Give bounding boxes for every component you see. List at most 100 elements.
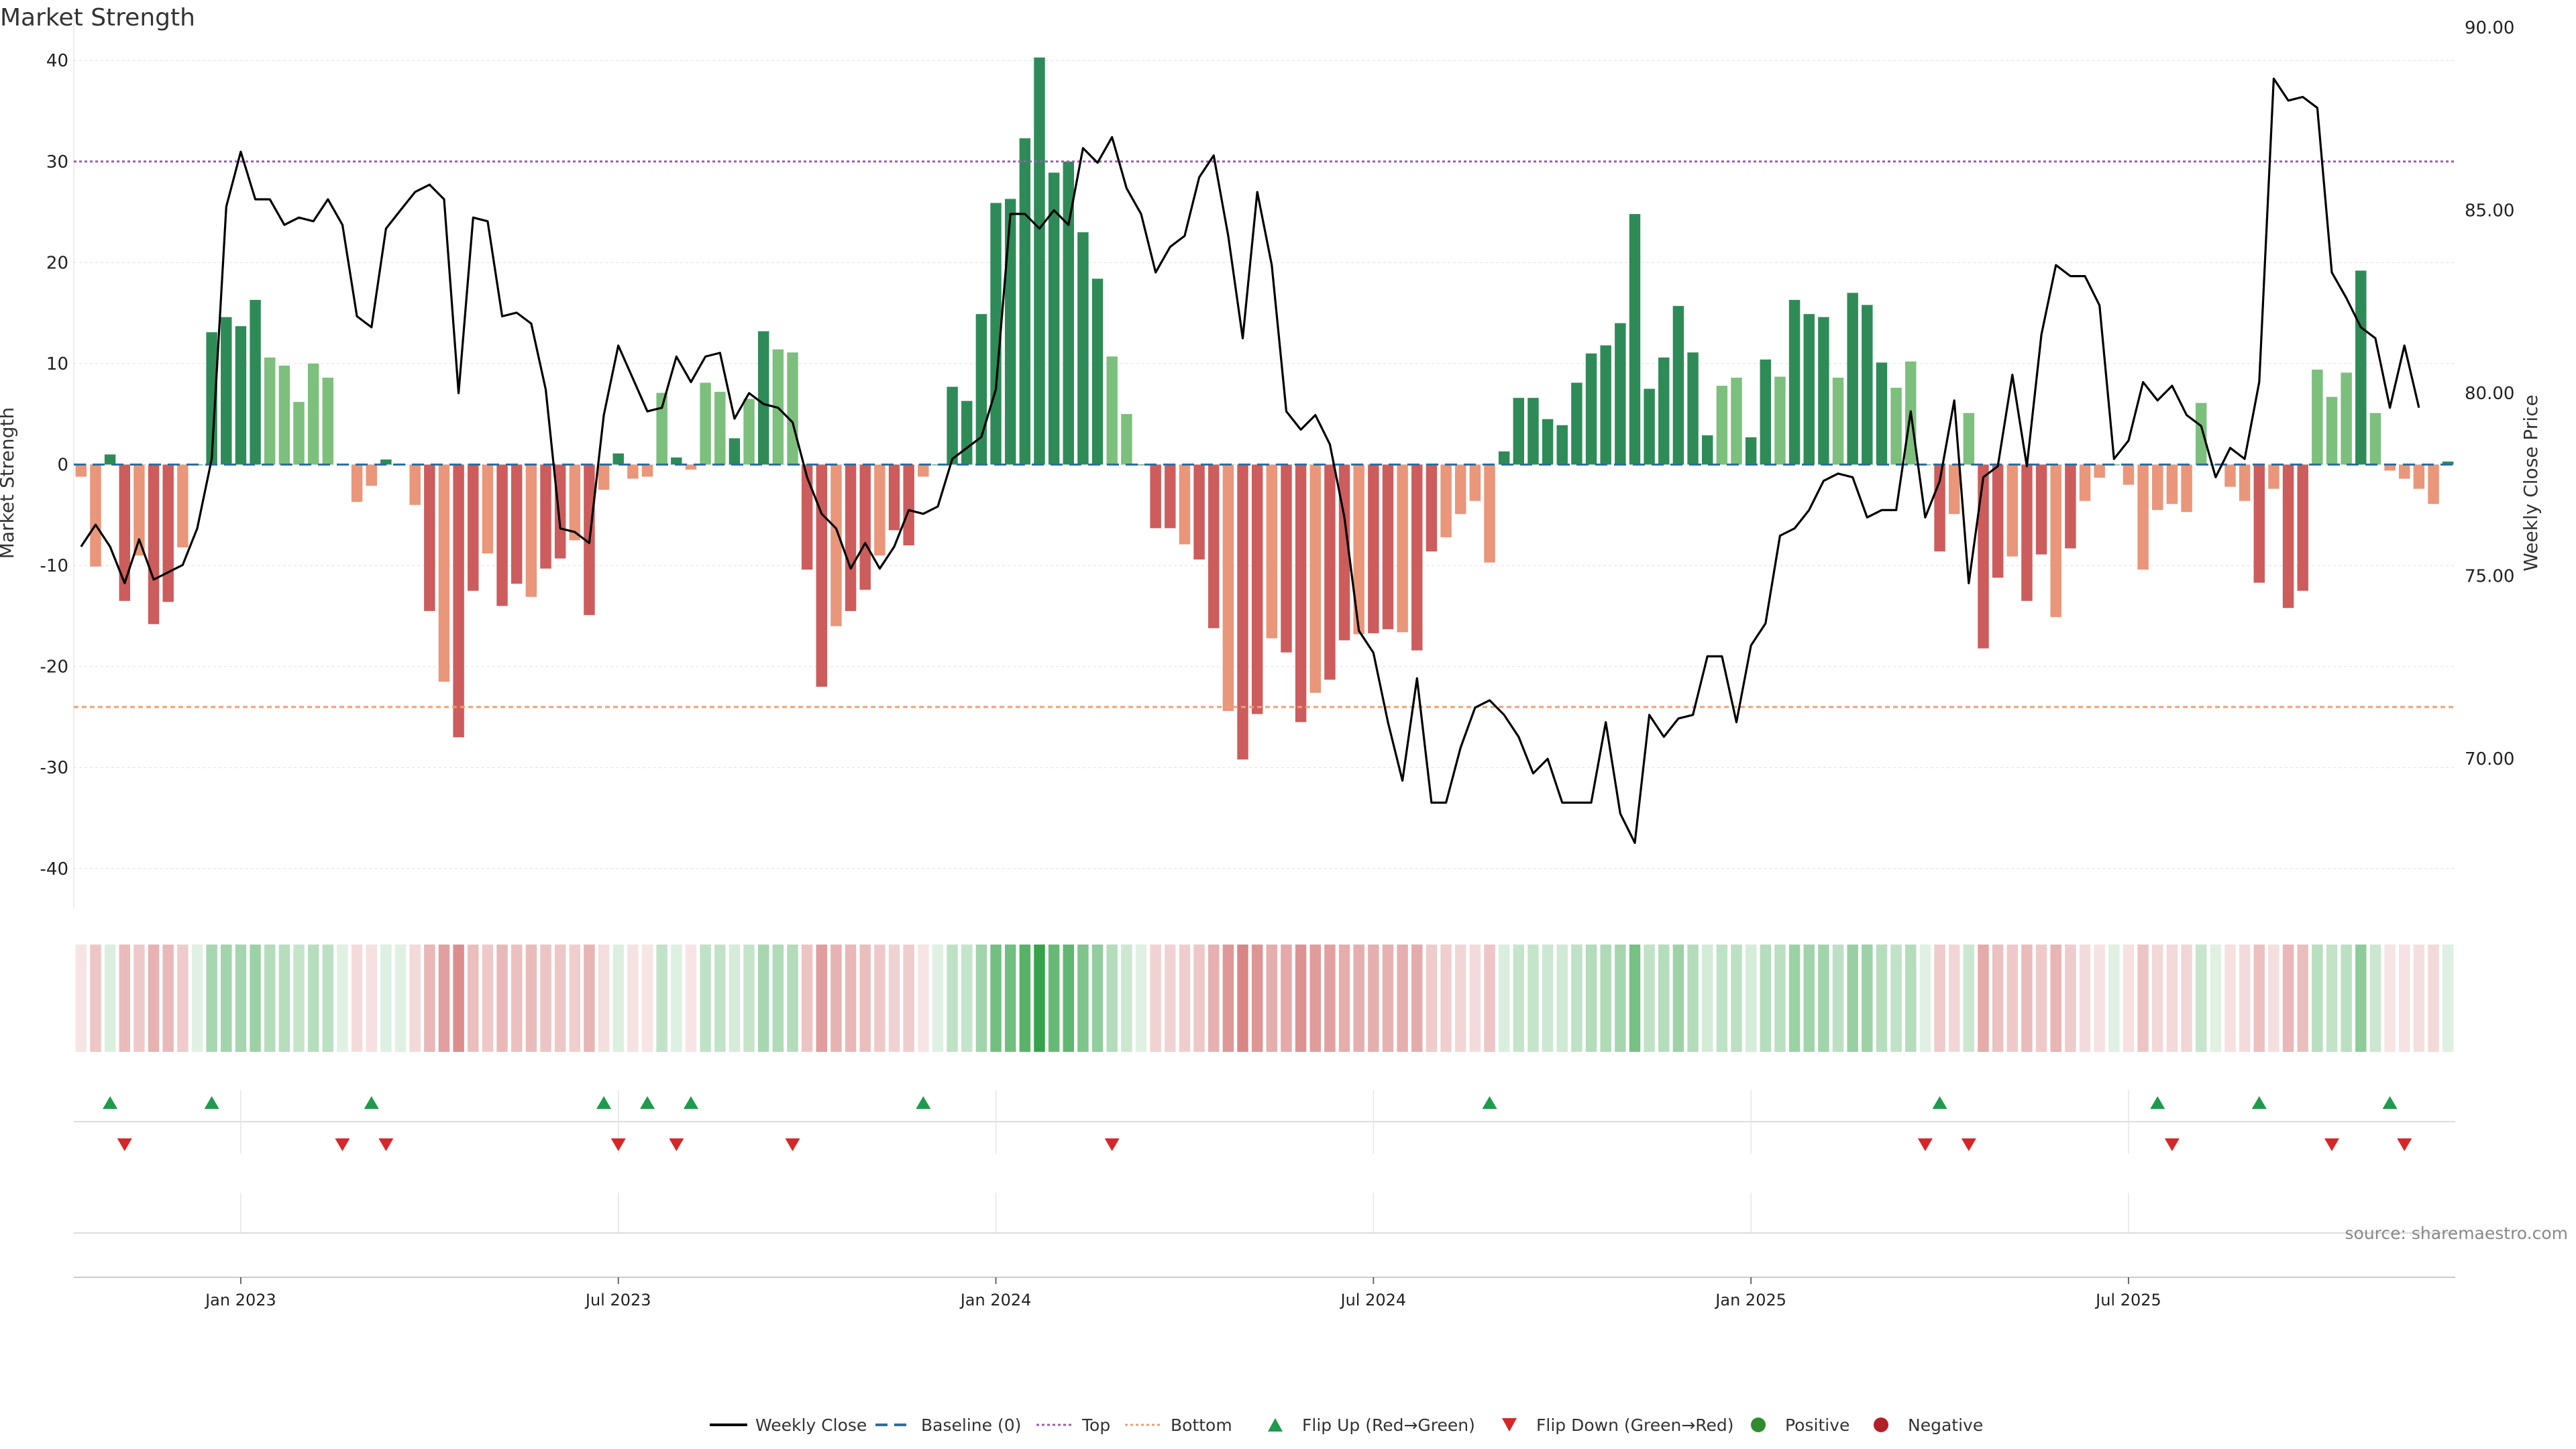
strength-bar xyxy=(2428,464,2439,504)
strength-bar xyxy=(656,392,667,465)
strength-bar xyxy=(1803,314,1815,465)
heat-cell xyxy=(1309,945,1321,1052)
heat-cell xyxy=(2079,945,2091,1052)
strength-bar xyxy=(2384,464,2396,471)
strength-bar xyxy=(206,332,217,465)
source-note: source: sharemaestro.com xyxy=(2345,1224,2569,1243)
heat-cell xyxy=(2152,945,2163,1052)
strength-bar xyxy=(307,363,319,465)
heat-cell xyxy=(1832,945,1844,1052)
strength-bar xyxy=(859,464,871,590)
heat-cell xyxy=(729,945,741,1052)
strength-bar xyxy=(1440,464,1452,537)
heat-cell xyxy=(1426,945,1438,1052)
heat-cell xyxy=(2239,945,2251,1052)
heat-cell xyxy=(1165,945,1176,1052)
heat-cell xyxy=(191,945,203,1052)
strength-bar xyxy=(366,464,377,486)
strength-bar xyxy=(1077,232,1089,465)
chart-title: Market Strength xyxy=(0,4,195,32)
heat-cell xyxy=(2384,945,2396,1052)
strength-bar xyxy=(1876,362,1888,465)
flip-up-marker xyxy=(103,1096,118,1109)
legend-item: Weekly Close xyxy=(710,1415,867,1435)
heat-cell xyxy=(75,945,87,1052)
strength-bar xyxy=(1397,464,1408,633)
strength-bar xyxy=(743,398,755,465)
flip-up-marker xyxy=(364,1096,379,1109)
strength-bar xyxy=(2253,464,2265,583)
heat-cell xyxy=(1527,945,1539,1052)
heat-cell xyxy=(2021,945,2033,1052)
strength-bar xyxy=(1251,464,1263,714)
heat-cell xyxy=(235,945,247,1052)
strength-bar xyxy=(2312,369,2323,465)
strength-bar xyxy=(1063,161,1074,465)
strength-bar xyxy=(816,464,828,687)
strength-bar xyxy=(1556,425,1568,465)
heat-cell xyxy=(1948,945,1960,1052)
strength-bar xyxy=(2079,464,2091,501)
strength-bar xyxy=(119,464,130,601)
heat-cell xyxy=(453,945,464,1052)
strength-bar xyxy=(2224,464,2236,487)
heat-cell xyxy=(351,945,363,1052)
legend-label: Flip Down (Green→Red) xyxy=(1536,1415,1734,1435)
strength-bar xyxy=(1091,278,1104,465)
heat-cell xyxy=(1818,945,1829,1052)
heat-cell xyxy=(2065,945,2076,1052)
legend-item: Flip Down (Green→Red) xyxy=(1502,1415,1734,1435)
heat-cell xyxy=(2210,945,2222,1052)
strength-bar xyxy=(918,464,929,477)
y2-tick-label: 80.00 xyxy=(2465,384,2514,404)
x-axis: Jan 2023 Jul 2023 Jan 2024 Jul 2024 Jan 2025… xyxy=(204,1277,2161,1309)
heat-cell xyxy=(380,945,392,1052)
heat-cell xyxy=(1701,945,1713,1052)
flip-down-marker xyxy=(1961,1138,1976,1151)
strength-bar xyxy=(2239,464,2251,501)
heat-cell xyxy=(264,945,276,1052)
flip-down-marker xyxy=(378,1138,394,1151)
strength-bar xyxy=(2442,461,2454,465)
heat-cell xyxy=(1048,945,1060,1052)
strength-bar xyxy=(1208,464,1220,629)
strength-bar xyxy=(351,464,363,502)
strength-bar xyxy=(612,453,624,465)
heat-cell xyxy=(250,945,261,1052)
flip-down-marker xyxy=(785,1138,800,1151)
flip-up-marker xyxy=(596,1096,612,1109)
strength-bar xyxy=(2094,464,2105,478)
strength-bar xyxy=(540,464,551,569)
heat-cell xyxy=(1150,945,1161,1052)
heat-cell xyxy=(1731,945,1742,1052)
strength-bar xyxy=(1019,138,1031,465)
heat-cell xyxy=(1760,945,1772,1052)
strength-bar xyxy=(903,464,914,545)
strength-bar xyxy=(1034,57,1045,465)
strength-bar xyxy=(2006,464,2019,557)
heat-cell xyxy=(584,945,595,1052)
y2-tick-label: 70.00 xyxy=(2465,749,2514,769)
strength-bar xyxy=(947,386,958,465)
heat-cell xyxy=(1469,945,1481,1052)
heat-cell xyxy=(1905,945,1917,1052)
heat-cell xyxy=(2035,945,2047,1052)
heat-cell xyxy=(903,945,914,1052)
heat-cell xyxy=(888,945,900,1052)
flip-down-marker xyxy=(2324,1138,2340,1151)
legend-label: Negative xyxy=(1908,1415,1983,1435)
heat-cell xyxy=(2326,945,2338,1052)
heat-cell xyxy=(1077,945,1089,1052)
heat-cell xyxy=(1266,945,1278,1052)
strength-bar xyxy=(627,464,639,479)
heat-cell xyxy=(2297,945,2308,1052)
heat-cell xyxy=(424,945,435,1052)
strength-bar xyxy=(1309,464,1321,693)
strength-bar xyxy=(2195,402,2207,465)
y-axis: 40 30 20 10 0 -10 -20 -30 -40 xyxy=(40,20,74,909)
strength-bar xyxy=(2326,396,2338,465)
flip-up-marker xyxy=(2150,1096,2165,1109)
strength-bar xyxy=(133,464,145,556)
strength-bar xyxy=(1672,306,1684,465)
heat-cell xyxy=(468,945,479,1052)
